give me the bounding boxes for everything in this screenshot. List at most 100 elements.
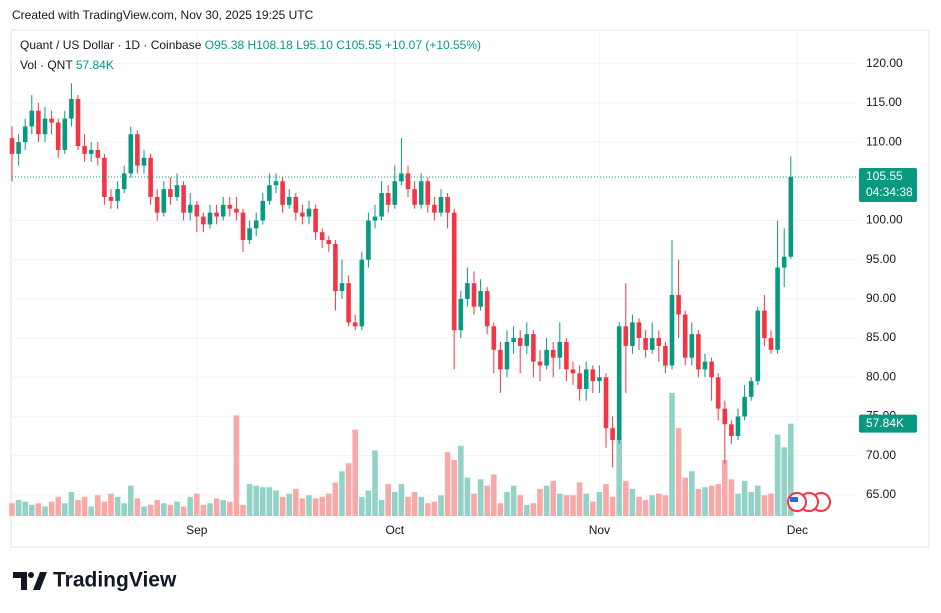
- candle-body: [267, 185, 272, 201]
- volume-bar: [345, 463, 352, 516]
- volume-bar: [246, 484, 253, 516]
- volume-bar: [768, 493, 774, 516]
- candle-body: [531, 334, 536, 362]
- volume-bar: [35, 503, 42, 516]
- volume-bar: [557, 493, 563, 516]
- volume-bar: [319, 496, 325, 516]
- candle-body: [293, 196, 299, 213]
- candle-body: [95, 149, 101, 158]
- candle-body: [491, 326, 497, 350]
- candle-body: [498, 349, 503, 370]
- volume-bar: [312, 498, 319, 516]
- candle-body: [788, 176, 794, 257]
- candles: [9, 83, 858, 468]
- y-tick-label: 115.00: [866, 95, 902, 109]
- volume-bar: [649, 495, 655, 516]
- candle-body: [610, 428, 615, 440]
- volume-bar: [68, 492, 75, 516]
- volume-bar: [279, 496, 286, 516]
- candle-body: [372, 216, 378, 221]
- candle-body: [207, 212, 213, 225]
- candle-body: [227, 204, 233, 209]
- volume-bar: [748, 492, 754, 516]
- price-tag-label: 105.55: [866, 169, 903, 183]
- candle-body: [9, 138, 15, 154]
- volume-bar: [62, 503, 68, 516]
- candle-body: [689, 334, 695, 358]
- volume-bar: [728, 479, 735, 516]
- volume-bar: [220, 500, 226, 516]
- volume-bar: [774, 434, 781, 516]
- candle-body: [484, 291, 490, 327]
- candle-body: [16, 142, 21, 154]
- volume-bar: [530, 503, 537, 516]
- volume-bar: [29, 504, 35, 516]
- volume-bar: [590, 501, 596, 516]
- volume-pane: [9, 393, 794, 516]
- volume-bar: [497, 503, 504, 516]
- volume-bar: [510, 485, 517, 516]
- candle-body: [286, 196, 292, 205]
- volume-bar: [266, 487, 273, 516]
- volume-bar: [405, 496, 411, 516]
- candle-body: [432, 204, 437, 213]
- volume-bar: [48, 501, 55, 516]
- volume-bar: [609, 496, 616, 516]
- candle-body: [128, 134, 134, 174]
- candle-body: [339, 283, 345, 292]
- candle-body: [201, 216, 206, 225]
- event-flags: [787, 492, 831, 512]
- candle-body: [366, 220, 371, 260]
- candle-body: [220, 204, 226, 217]
- candle-body: [168, 189, 173, 197]
- candle-body: [273, 181, 279, 186]
- x-tick-label: Oct: [385, 523, 404, 537]
- close-label: C105.55: [336, 38, 382, 52]
- candle-body: [603, 377, 609, 429]
- volume-bar: [715, 484, 721, 516]
- candle-body: [174, 185, 180, 197]
- candle-body: [583, 369, 589, 390]
- volume-bar: [147, 504, 154, 516]
- logo: TradingView: [13, 569, 177, 592]
- candle-body: [742, 396, 747, 417]
- candle-body: [458, 298, 464, 331]
- y-tick-label: 95.00: [866, 252, 896, 266]
- volume-bar: [583, 493, 589, 516]
- candle-body: [755, 310, 761, 382]
- candle-body: [42, 118, 48, 135]
- volume-bar: [431, 501, 438, 516]
- volume-bar: [788, 423, 794, 516]
- volume-bar: [167, 504, 174, 516]
- logo-text: TradingView: [53, 569, 177, 592]
- candle-body: [300, 212, 305, 217]
- candle-body: [385, 193, 391, 205]
- volume-bar: [180, 506, 187, 516]
- volume-bar: [662, 495, 669, 516]
- volume-bar: [689, 471, 695, 516]
- candle-body: [478, 291, 483, 307]
- volume-bar: [15, 500, 22, 516]
- candle-body: [405, 173, 411, 190]
- candle-body: [141, 157, 147, 166]
- volume-bar: [55, 496, 61, 516]
- volume-bar: [722, 460, 728, 516]
- candle-body: [181, 185, 186, 213]
- candle-body: [55, 122, 61, 150]
- y-tick-label: 110.00: [866, 134, 902, 148]
- candle-body: [649, 338, 655, 350]
- volume-bar: [761, 495, 768, 516]
- volume-bar: [326, 493, 332, 516]
- volume-bar: [378, 500, 385, 516]
- volume-bar: [702, 487, 708, 516]
- volume-bar: [141, 506, 147, 516]
- volume-bar: [550, 480, 556, 516]
- volume-bar: [372, 450, 378, 516]
- volume-bar: [187, 496, 193, 516]
- candle-body: [135, 134, 140, 166]
- volume-bar: [596, 492, 603, 516]
- volume-bar: [708, 485, 715, 516]
- candle-body: [306, 208, 312, 217]
- volume-bar: [642, 500, 649, 516]
- volume-bar: [95, 495, 101, 516]
